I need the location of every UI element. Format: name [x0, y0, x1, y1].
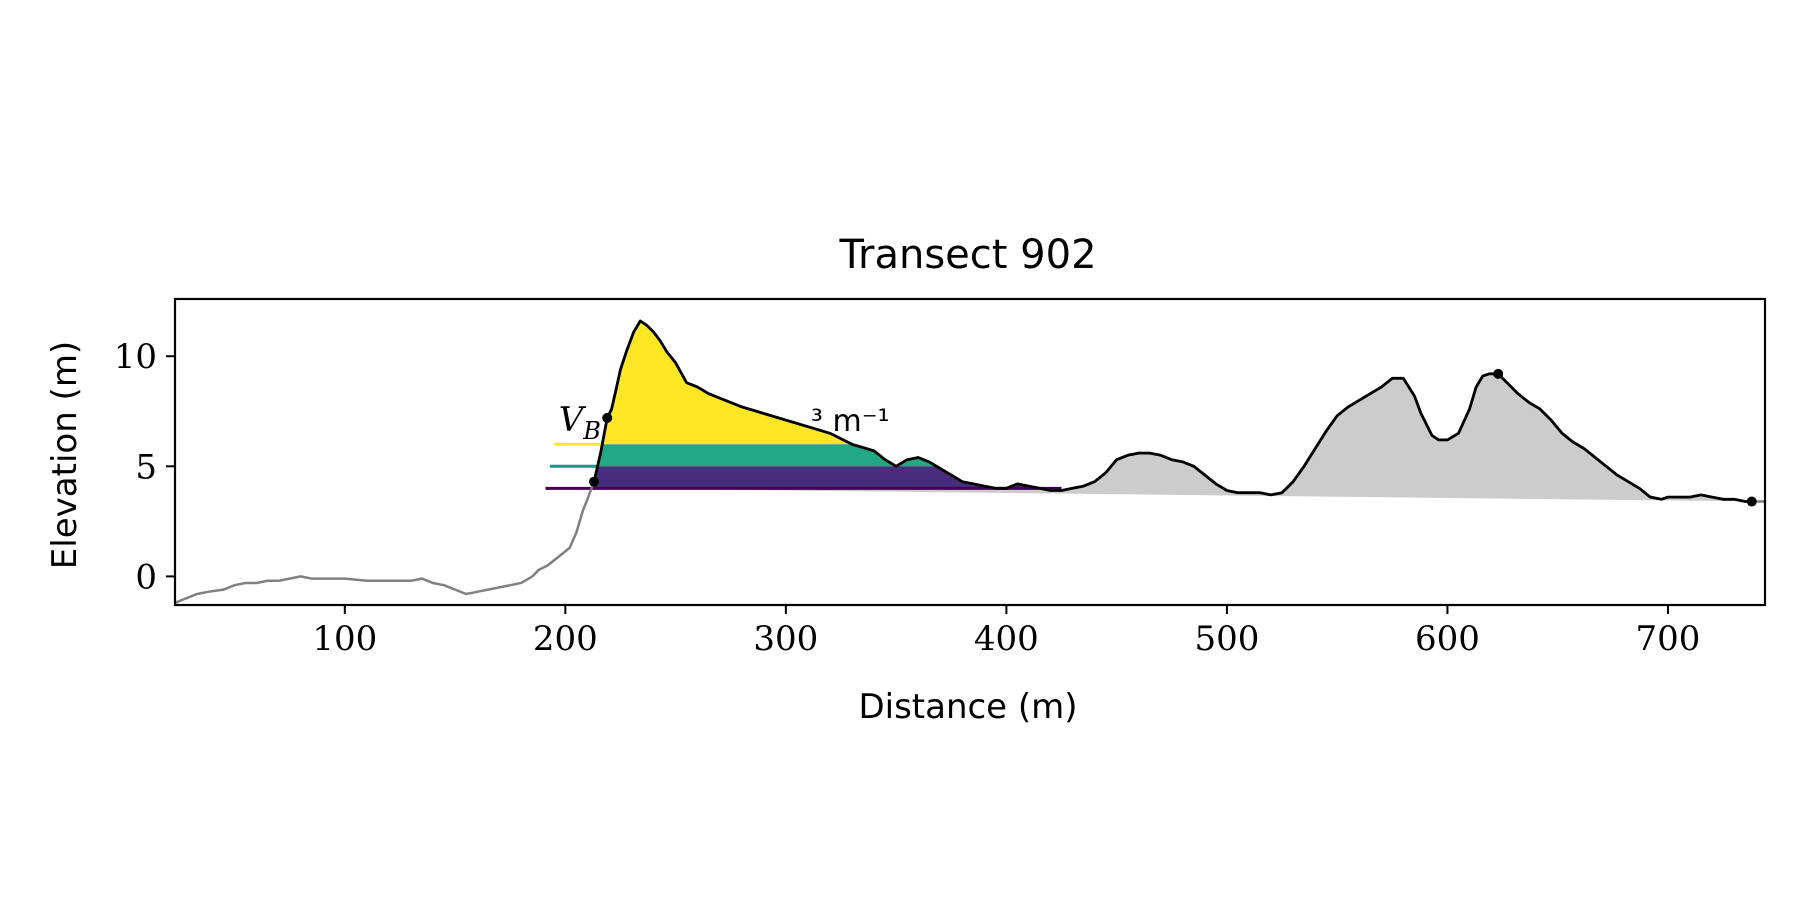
- level-band-low: [594, 466, 1062, 489]
- volume-annotation-subscript: B: [582, 417, 601, 445]
- y-tick-label: 10: [114, 337, 157, 377]
- level-band-top: [600, 321, 886, 445]
- chart-title: Transect 902: [838, 232, 1096, 278]
- x-tick-label: 400: [974, 619, 1039, 659]
- x-tick-label: 500: [1194, 619, 1259, 659]
- marker-point-4: [1746, 496, 1757, 507]
- marker-point-1: [589, 476, 600, 487]
- profile-dune-line: [592, 319, 1752, 503]
- x-tick-label: 200: [533, 619, 598, 659]
- x-tick-label: 300: [753, 619, 818, 659]
- y-tick-label: 5: [135, 447, 157, 487]
- volume-annotation-symbol: V: [559, 400, 587, 440]
- x-tick-label: 700: [1636, 619, 1701, 659]
- marker-point-3: [1493, 368, 1504, 379]
- y-tick-label: 0: [135, 557, 157, 597]
- marker-point-2: [602, 412, 613, 423]
- x-tick-label: 100: [312, 619, 377, 659]
- level-band-mid: [597, 444, 945, 467]
- x-tick-label: 600: [1415, 619, 1480, 659]
- dune-volume-fill: [594, 321, 1752, 502]
- y-axis-label: Elevation (m): [45, 341, 85, 569]
- plot-frame: [173, 297, 1767, 607]
- x-axis-label: Distance (m): [858, 687, 1077, 727]
- volume-annotation: VB ³ m⁻¹: [559, 400, 890, 445]
- axes: 100 200 300 400 500 600 700 0 5 10: [114, 297, 1767, 659]
- plot-area: [175, 319, 1765, 604]
- volume-annotation-units: ³ m⁻¹: [811, 404, 890, 439]
